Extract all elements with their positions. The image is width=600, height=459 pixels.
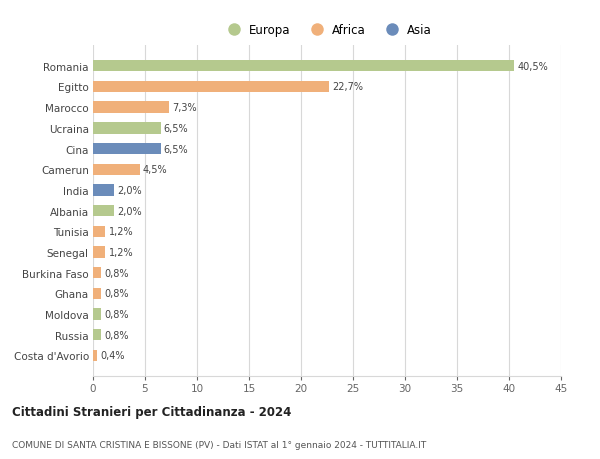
Text: COMUNE DI SANTA CRISTINA E BISSONE (PV) - Dati ISTAT al 1° gennaio 2024 - TUTTIT: COMUNE DI SANTA CRISTINA E BISSONE (PV) …: [12, 441, 426, 449]
Text: 6,5%: 6,5%: [164, 123, 188, 134]
Text: 0,8%: 0,8%: [104, 309, 129, 319]
Bar: [93, 350, 97, 361]
Text: 0,8%: 0,8%: [104, 268, 129, 278]
Bar: [93, 309, 101, 320]
Bar: [93, 226, 106, 237]
Bar: [93, 82, 329, 93]
Legend: Europa, Africa, Asia: Europa, Africa, Asia: [222, 24, 432, 37]
Bar: [93, 288, 101, 299]
Text: 22,7%: 22,7%: [332, 82, 363, 92]
Text: 0,8%: 0,8%: [104, 330, 129, 340]
Text: 40,5%: 40,5%: [517, 62, 548, 72]
Text: 1,2%: 1,2%: [109, 227, 133, 237]
Bar: [93, 247, 106, 258]
Bar: [93, 185, 114, 196]
Bar: [93, 102, 169, 113]
Bar: [93, 61, 514, 72]
Text: 4,5%: 4,5%: [143, 165, 167, 175]
Bar: [93, 123, 161, 134]
Bar: [93, 144, 161, 155]
Text: 6,5%: 6,5%: [164, 144, 188, 154]
Bar: [93, 330, 101, 341]
Text: 0,4%: 0,4%: [100, 351, 125, 361]
Text: 2,0%: 2,0%: [117, 185, 142, 196]
Text: 0,8%: 0,8%: [104, 289, 129, 299]
Bar: [93, 206, 114, 217]
Text: 7,3%: 7,3%: [172, 103, 197, 113]
Text: Cittadini Stranieri per Cittadinanza - 2024: Cittadini Stranieri per Cittadinanza - 2…: [12, 405, 292, 419]
Bar: [93, 268, 101, 279]
Bar: [93, 164, 140, 175]
Text: 1,2%: 1,2%: [109, 247, 133, 257]
Text: 2,0%: 2,0%: [117, 206, 142, 216]
